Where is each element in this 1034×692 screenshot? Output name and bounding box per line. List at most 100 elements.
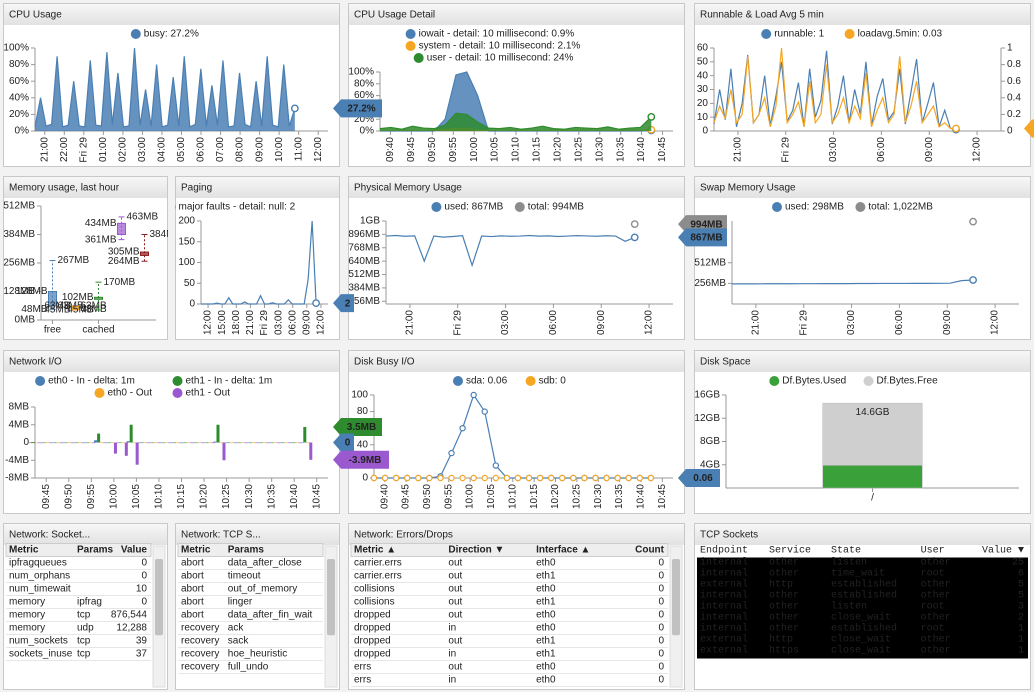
scrollbar-thumb xyxy=(327,559,335,636)
x-tick-label: 07:00 xyxy=(215,137,226,162)
value-flag-label: 3.5MB xyxy=(347,422,376,433)
bar xyxy=(132,442,136,444)
table-cell: eth0 xyxy=(536,584,556,595)
panel-title: Network: Errors/Drops xyxy=(354,530,453,541)
panel-body: used: 298MB total: 1,022MB 256MB 512MB 21:00… xyxy=(694,202,1019,336)
table-cell: established xyxy=(831,579,897,591)
x-tick-label: 10:05 xyxy=(131,484,142,509)
x-tick-label: 06:00 xyxy=(548,310,559,335)
table-cell: out_of_memory xyxy=(228,584,297,595)
table-cell: 0 xyxy=(658,675,664,686)
series-line xyxy=(379,112,652,130)
table-cell: listen xyxy=(831,557,867,569)
table-cell: other xyxy=(921,579,951,591)
panel-title: TCP Sockets xyxy=(700,530,758,541)
table-cell: abort xyxy=(181,584,204,595)
x-tick-label: 04:00 xyxy=(157,137,168,162)
x-tick-label: 09:50 xyxy=(63,484,74,509)
panel: Network: Socket... Metric ipfragqueues num_… xyxy=(3,523,168,690)
panel-title: Physical Memory Usage xyxy=(354,183,462,194)
bar xyxy=(35,442,38,444)
bar xyxy=(219,442,223,444)
y-tick-label: 200 xyxy=(178,216,195,227)
panel-header xyxy=(695,524,1030,545)
x-tick-label: 10:15 xyxy=(532,137,543,162)
legend-label: user - detail: 10 millisecond: 24% xyxy=(427,53,574,64)
table-cell: eth0 xyxy=(536,675,556,686)
point xyxy=(437,474,444,482)
table-cell: 12,288 xyxy=(116,623,147,634)
legend-swatch xyxy=(413,53,424,63)
column-header: Metric xyxy=(9,545,39,556)
table-cell: close_wait xyxy=(831,645,891,657)
x-tick-label: 10:45 xyxy=(311,484,322,509)
panel-header xyxy=(349,524,684,545)
x-tick-label: 12:00 xyxy=(203,310,214,335)
value-label: 170MB xyxy=(104,277,136,288)
table-cell: 3 xyxy=(1018,602,1024,613)
table-cell: num_timewait xyxy=(9,584,71,595)
bar xyxy=(197,442,201,444)
panel-body: used: 867MB total: 994MB 256MB 384MB 512MB 64… xyxy=(348,202,673,336)
point xyxy=(547,474,555,482)
legend-label: total: 1,022MB xyxy=(868,202,933,213)
panel: TCP SocketsEndpointinternalinternalexter… xyxy=(694,523,1031,690)
value-label: 102MB xyxy=(62,292,94,303)
bar xyxy=(78,442,82,444)
point xyxy=(647,474,655,482)
x-tick-label: 10:15 xyxy=(529,484,540,509)
bar xyxy=(222,442,226,461)
table-cell: dropped xyxy=(354,623,391,634)
bar xyxy=(89,442,93,444)
table-cell: internal xyxy=(700,568,748,580)
bar xyxy=(278,442,282,444)
table-cell: close_wait xyxy=(831,612,891,624)
x-tick-label: 03:00 xyxy=(137,137,148,162)
point xyxy=(448,449,455,457)
bar xyxy=(148,442,152,444)
bar xyxy=(168,442,172,444)
table-cell: established xyxy=(831,623,897,635)
bar xyxy=(45,442,49,444)
table-cell: timeout xyxy=(228,571,261,582)
x-tick-label: Fri 29 xyxy=(798,310,809,336)
bar xyxy=(194,442,198,444)
bar xyxy=(295,442,299,444)
bar xyxy=(300,442,304,444)
table-cell: memory xyxy=(9,597,45,608)
value-label: 63MB xyxy=(81,301,107,312)
panel-title: Runnable & Load Avg 5 min xyxy=(700,10,824,21)
table-cell: 5 xyxy=(1018,580,1024,591)
bar xyxy=(140,442,144,444)
table-cell: collisions xyxy=(354,584,395,595)
x-tick-label: 10:25 xyxy=(572,484,583,509)
table-cell: other xyxy=(769,623,799,635)
table-cell: abort xyxy=(181,610,204,621)
table-cell: carrier.errs xyxy=(354,558,402,569)
bar xyxy=(129,424,133,443)
x-tick-label: 10:40 xyxy=(636,484,647,509)
column-header: Metric ▲ xyxy=(354,545,396,556)
x-tick-label: 09:40 xyxy=(379,484,390,509)
area-fill xyxy=(380,72,652,131)
bar xyxy=(303,426,307,443)
panel-frame xyxy=(348,3,685,167)
x-tick-label: 12:00 xyxy=(313,137,324,162)
panel-body: busy: 27.2% 0% 20% 40% 60% 80% 100% 21:00 22:00 F… xyxy=(3,29,328,163)
bar xyxy=(284,442,288,444)
column-header: Endpoint xyxy=(700,545,748,557)
table-cell: external xyxy=(700,579,748,591)
table-cell: eth0 xyxy=(536,558,556,569)
bar xyxy=(246,442,250,444)
x-tick-label: 09:45 xyxy=(401,484,412,509)
table-cell: 1 xyxy=(1018,635,1024,646)
x-tick-label: 03:00 xyxy=(846,310,857,335)
table-cell: external xyxy=(700,634,748,646)
bar xyxy=(143,442,147,444)
x-tick-label: 10:40 xyxy=(289,484,300,509)
value-flag xyxy=(333,294,354,313)
x-tick-label: 09:00 xyxy=(942,310,953,335)
point xyxy=(503,474,511,482)
column-header: User xyxy=(921,546,945,557)
x-tick-label: 10:45 xyxy=(657,137,668,162)
